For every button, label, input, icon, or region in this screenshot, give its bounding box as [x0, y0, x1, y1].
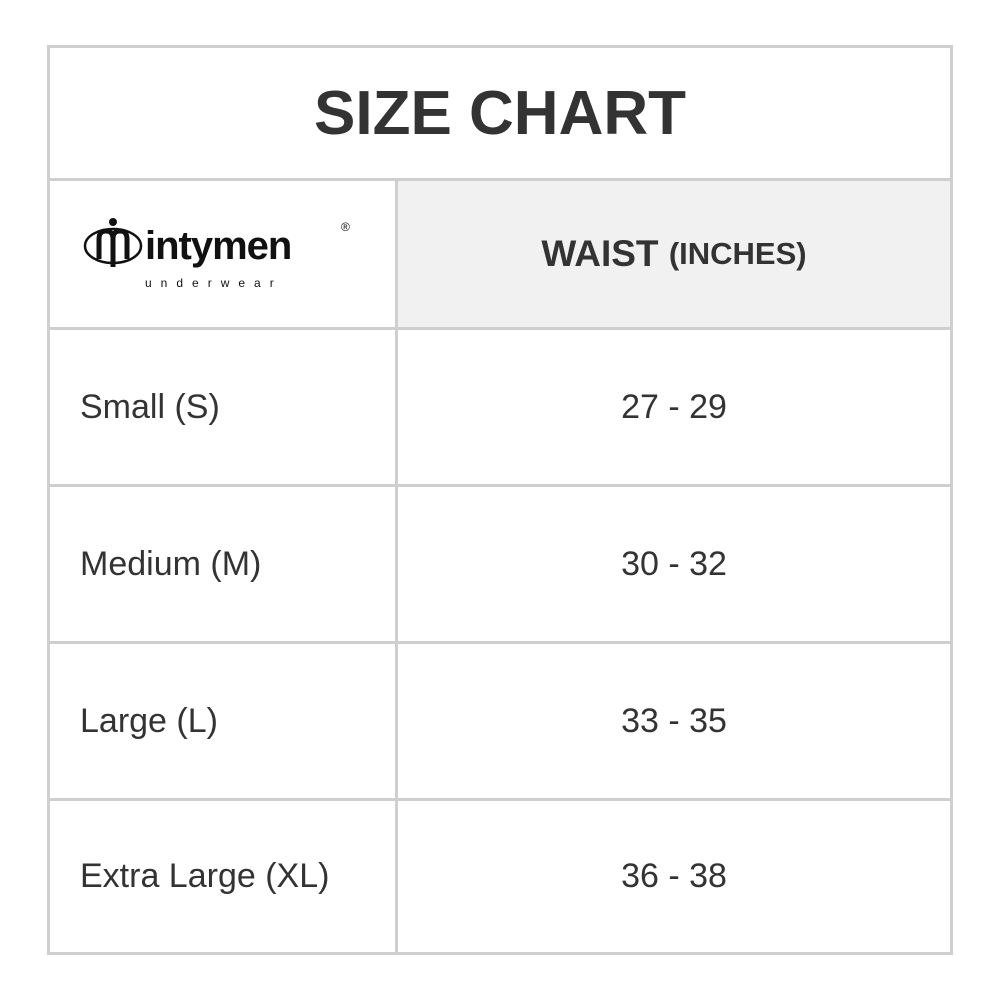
waist-cell: 36 - 38	[621, 857, 727, 895]
table-row: Medium (M) 30 - 32	[50, 487, 950, 644]
header-row: intymen ® underwear WAIST (INCHES)	[50, 181, 950, 330]
waist-label: WAIST	[541, 233, 659, 274]
size-cell: Small (S)	[50, 330, 398, 484]
waist-header: WAIST (INCHES)	[398, 181, 950, 327]
svg-text:®: ®	[341, 220, 350, 234]
waist-cell: 30 - 32	[621, 544, 727, 583]
size-chart-table: SIZE CHART intymen ® underwear WAIST (IN…	[47, 45, 953, 955]
unit-label: (INCHES)	[668, 236, 807, 271]
table-row: Small (S) 27 - 29	[50, 330, 950, 487]
table-row: Extra Large (XL) 36 - 38	[50, 801, 950, 952]
size-cell: Large (L)	[50, 644, 398, 798]
size-cell: Extra Large (XL)	[50, 801, 398, 952]
waist-cell: 27 - 29	[621, 387, 727, 426]
table-row: Large (L) 33 - 35	[50, 644, 950, 801]
chart-title: SIZE CHART	[50, 48, 950, 181]
svg-text:underwear: underwear	[145, 276, 283, 290]
svg-text:intymen: intymen	[145, 224, 291, 268]
waist-cell: 33 - 35	[621, 701, 727, 740]
size-cell: Medium (M)	[50, 487, 398, 641]
brand-logo: intymen ® underwear	[83, 218, 350, 290]
brand-logo-cell: intymen ® underwear	[50, 181, 398, 327]
